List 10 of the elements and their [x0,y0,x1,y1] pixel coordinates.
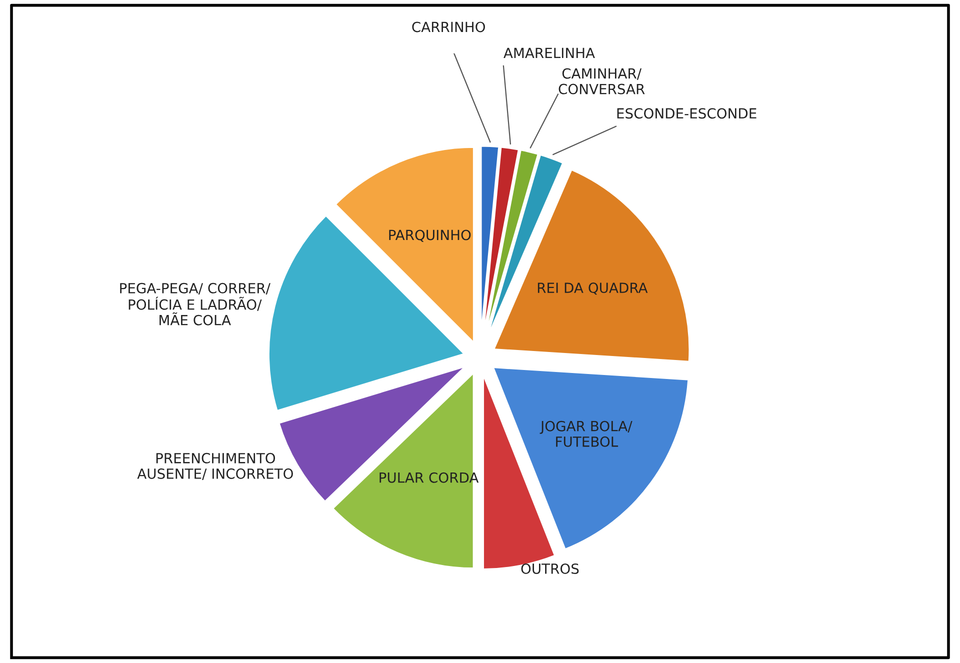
slice-label: AMARELINHA [504,48,595,58]
slice-label: CAMINHAR/ CONVERSAR [558,68,645,94]
slice-label: REI DA QUADRA [538,282,648,295]
slice-label: PEGA-PEGA/ CORRER/ POLÍCIA E LADRÃO/ MÃE COLA [120,282,270,326]
slice-label: ESCONDE-ESCONDE [617,108,756,119]
slice-label: CARRINHO [412,22,485,32]
slice-label: JOGAR BOLA/ FUTEBOL [540,420,632,447]
slice-label: PARQUINHO [389,230,471,242]
slice-label: OUTROS [521,563,579,574]
slice-label: PREENCHIMENTO AUSENTE/ INCORRETO [137,452,293,480]
